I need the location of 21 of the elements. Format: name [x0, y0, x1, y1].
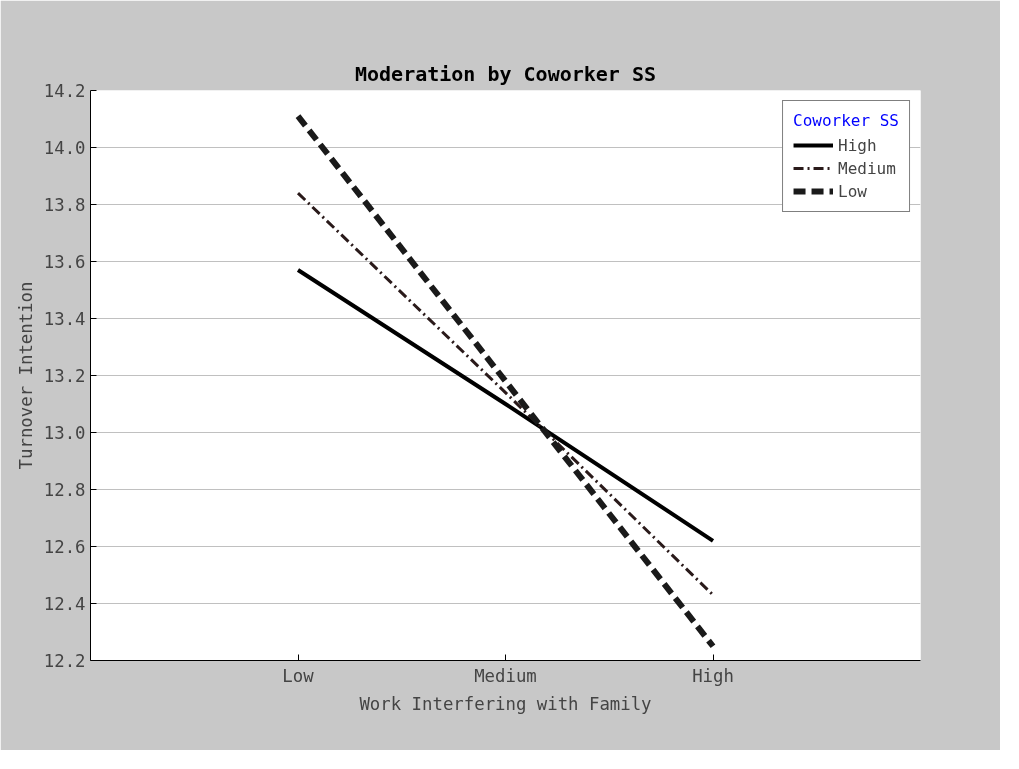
- x-tick-label: Medium: [474, 665, 537, 686]
- y-tick-label: 14.0: [43, 138, 86, 158]
- y-tick-label: 13.4: [43, 309, 86, 329]
- x-axis-title: Work Interfering with Family: [359, 693, 652, 714]
- chart-title: Moderation by Coworker SS: [354, 61, 657, 86]
- legend-label: Low: [838, 181, 867, 201]
- y-tick-label: 13.8: [43, 195, 86, 215]
- y-tick-label: 13.0: [43, 423, 86, 443]
- y-tick-label: 12.8: [43, 480, 86, 500]
- y-tick-label: 12.2: [43, 651, 86, 671]
- x-tick-label: High: [692, 665, 734, 686]
- y-tick-label: 13.6: [43, 252, 86, 272]
- y-tick-label: 13.2: [43, 366, 86, 386]
- y-axis-title: Turnover Intention: [15, 281, 36, 470]
- y-tick-label: 14.2: [43, 81, 86, 101]
- y-tick-label: 12.6: [43, 537, 86, 557]
- x-tick-label: Low: [282, 665, 315, 686]
- legend-title: Coworker SS: [793, 111, 899, 130]
- legend-label: Medium: [838, 158, 896, 178]
- y-tick-label: 12.4: [43, 594, 86, 614]
- legend-label: High: [838, 135, 877, 155]
